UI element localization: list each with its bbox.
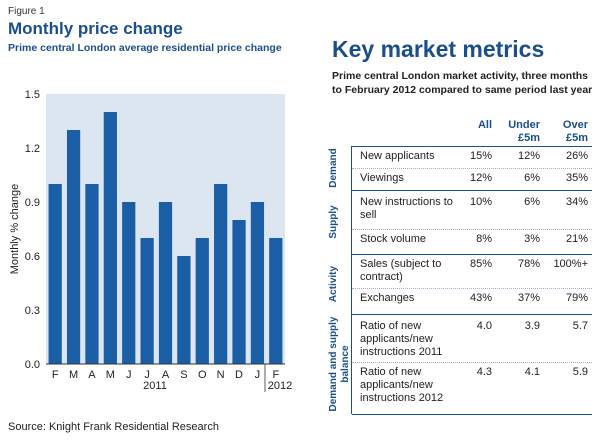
cell-value: 21% — [565, 233, 588, 245]
x-tick-label: M — [106, 369, 115, 381]
bar — [195, 238, 209, 364]
bar — [103, 112, 117, 364]
y-tick-label: 0.0 — [25, 359, 40, 371]
x-tick-label: J — [126, 369, 132, 381]
cell-value: 3.9 — [524, 320, 540, 332]
cell-value: 43% — [469, 292, 492, 304]
row-label: Viewings — [360, 172, 404, 184]
row-label: Ratio of new applicants/new instructions… — [360, 366, 444, 404]
cell-value: 100%+ — [553, 258, 588, 270]
x-tick-label: N — [217, 369, 225, 381]
cell-value: 79% — [565, 292, 588, 304]
cell-value: 3% — [524, 233, 540, 245]
column-header: Over £5m — [562, 119, 588, 144]
cell-value: 8% — [476, 233, 492, 245]
bar — [269, 238, 283, 364]
row-separator — [352, 168, 592, 169]
y-tick-label: 1.5 — [25, 89, 40, 101]
group-separator — [352, 254, 592, 255]
group-divider — [351, 314, 352, 414]
bar — [66, 130, 81, 364]
cell-value: 6% — [524, 196, 540, 208]
x-tick-label: M — [69, 369, 78, 381]
group-separator — [352, 314, 592, 315]
bar — [122, 202, 136, 364]
year-label-2012: 2012 — [268, 380, 292, 392]
y-tick-label: 1.2 — [25, 143, 40, 155]
metrics-subtitle: Prime central London market activity, th… — [332, 70, 593, 96]
x-tick-label: D — [235, 369, 243, 381]
bar — [158, 202, 173, 364]
year-label-2011: 2011 — [143, 380, 167, 392]
cell-value: 6% — [524, 172, 540, 184]
x-tick-label: J — [255, 369, 261, 381]
row-separator — [352, 362, 592, 363]
chart-title: Monthly price change — [8, 19, 183, 38]
cell-value: 85% — [469, 258, 492, 270]
group-divider — [351, 254, 352, 314]
cell-value: 4.1 — [524, 366, 540, 378]
bar — [48, 184, 62, 364]
x-tick-label: F — [52, 369, 59, 381]
bar — [250, 202, 265, 364]
x-tick-label: O — [198, 369, 207, 381]
row-label: Stock volume — [360, 233, 427, 245]
cell-value: 10% — [469, 196, 492, 208]
bar — [140, 238, 154, 364]
table-bottom-rule — [352, 414, 592, 415]
row-label: Exchanges — [360, 292, 415, 304]
group-label: Demand and supply balance — [328, 316, 351, 412]
group-divider — [351, 190, 352, 254]
y-tick-label: 0.3 — [25, 305, 40, 317]
column-header: All — [477, 119, 492, 131]
bar — [232, 220, 246, 364]
cell-value: 35% — [565, 172, 588, 184]
group-label: Demand — [328, 148, 339, 188]
cell-value: 12% — [517, 150, 540, 162]
column-header: Under £5m — [508, 119, 540, 144]
y-tick-label: 0.6 — [25, 251, 40, 263]
cell-value: 26% — [565, 150, 588, 162]
y-tick-label: 0.9 — [25, 197, 40, 209]
cell-value: 4.0 — [476, 320, 492, 332]
x-tick-label: F — [272, 369, 279, 381]
bar — [214, 184, 228, 364]
group-separator — [352, 190, 592, 191]
group-divider — [351, 146, 352, 190]
cell-value: 15% — [469, 150, 492, 162]
cell-value: 5.9 — [572, 366, 588, 378]
row-separator — [352, 229, 592, 230]
bar — [177, 256, 191, 364]
cell-value: 12% — [469, 172, 492, 184]
metrics-title: Key market metrics — [332, 36, 545, 62]
x-tick-label: J — [144, 369, 150, 381]
y-axis-label: Monthly % change — [9, 184, 21, 275]
x-tick-label: A — [88, 369, 96, 381]
cell-value: 4.3 — [476, 366, 492, 378]
chart-subtitle: Prime central London average residential… — [8, 42, 282, 54]
group-label: Supply — [328, 205, 339, 239]
group-label: Activity — [328, 265, 339, 303]
x-tick-label: A — [162, 369, 170, 381]
row-label: New applicants — [360, 150, 435, 162]
cell-value: 5.7 — [572, 320, 588, 332]
figure-label: Figure 1 — [8, 6, 45, 17]
bar — [85, 184, 99, 364]
x-tick-label: S — [180, 369, 187, 381]
row-label: New instructions to sell — [360, 196, 453, 221]
cell-value: 37% — [517, 292, 540, 304]
cell-value: 34% — [565, 196, 588, 208]
row-label: Sales (subject to contract) — [360, 258, 442, 283]
row-separator — [352, 288, 592, 289]
table-top-rule — [352, 146, 592, 147]
row-label: Ratio of new applicants/new instructions… — [360, 320, 443, 358]
cell-value: 78% — [517, 258, 540, 270]
source-note: Source: Knight Frank Residential Researc… — [8, 421, 219, 433]
